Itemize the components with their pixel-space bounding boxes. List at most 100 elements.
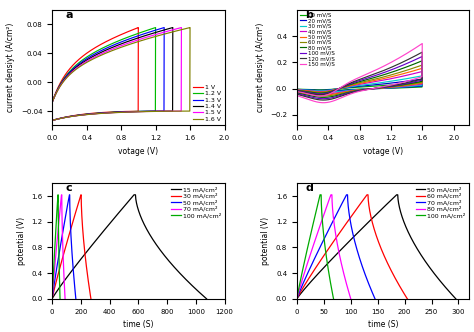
- 80 mA/cm²: [294, 297, 300, 301]
- Line: 100 mA/cm²: 100 mA/cm²: [297, 195, 334, 299]
- 1.4 V: [170, 26, 176, 30]
- 1.4 V: [154, 30, 160, 34]
- 100 mV/S: [349, 90, 355, 94]
- 40 mV/S: [349, 89, 355, 93]
- 50 mV/S: [321, 93, 327, 97]
- 10 mV/S: [294, 87, 300, 91]
- X-axis label: votage (V): votage (V): [118, 147, 158, 156]
- 70 mA/cm²: [310, 261, 315, 265]
- Line: 70 mA/cm²: 70 mA/cm²: [297, 195, 375, 299]
- Line: 15 mA/cm²: 15 mA/cm²: [52, 195, 207, 299]
- 100 mA/cm²: [55, 205, 60, 208]
- 1.6 V: [96, 54, 101, 58]
- 1.5 V: [137, 38, 142, 42]
- 60 mA/cm²: [356, 205, 361, 208]
- 1.3 V: [79, 60, 85, 64]
- 30 mV/S: [345, 89, 350, 93]
- 50 mA/cm²: [55, 261, 60, 265]
- 50 mA/cm²: [49, 297, 55, 301]
- 60 mV/S: [395, 71, 401, 75]
- 50 mA/cm²: [69, 242, 74, 246]
- 1.6 V: [180, 109, 186, 113]
- 100 mA/cm²: [305, 243, 311, 247]
- 40 mV/S: [405, 73, 410, 77]
- 1.4 V: [164, 109, 169, 113]
- 150 mV/S: [349, 92, 355, 96]
- 1 V: [78, 55, 84, 59]
- 70 mA/cm²: [344, 193, 349, 197]
- 70 mA/cm²: [57, 205, 63, 208]
- 40 mV/S: [419, 69, 425, 73]
- 15 mA/cm²: [49, 297, 55, 301]
- 80 mA/cm²: [328, 193, 334, 197]
- 10 mV/S: [405, 82, 410, 86]
- 60 mA/cm²: [364, 193, 370, 197]
- 120 mV/S: [395, 62, 401, 66]
- 70 mA/cm²: [52, 261, 58, 265]
- 80 mV/S: [294, 89, 300, 93]
- 1 V: [49, 100, 55, 104]
- 1.4 V: [159, 109, 164, 113]
- 100 mA/cm²: [53, 236, 58, 240]
- 150 mV/S: [345, 93, 350, 97]
- Line: 30 mA/cm²: 30 mA/cm²: [52, 195, 91, 299]
- 80 mV/S: [405, 65, 410, 69]
- 120 mV/S: [294, 89, 300, 93]
- 100 mV/S: [419, 54, 425, 58]
- 50 mV/S: [349, 89, 355, 93]
- 10 mV/S: [319, 88, 325, 92]
- 150 mV/S: [373, 86, 378, 90]
- 120 mV/S: [319, 93, 325, 97]
- 1.2 V: [49, 100, 55, 104]
- Line: 20 mV/S: 20 mV/S: [297, 79, 422, 92]
- 40 mV/S: [395, 75, 401, 79]
- 60 mV/S: [294, 88, 300, 92]
- 150 mV/S: [319, 94, 325, 98]
- 70 mA/cm²: [337, 205, 343, 208]
- 60 mV/S: [373, 86, 378, 90]
- 100 mV/S: [319, 92, 325, 96]
- 60 mA/cm²: [404, 297, 410, 301]
- 120 mV/S: [349, 91, 355, 95]
- 1 V: [136, 26, 141, 30]
- 120 mV/S: [405, 58, 410, 62]
- 30 mA/cm²: [58, 261, 64, 265]
- 150 mV/S: [294, 90, 300, 94]
- 1.2 V: [84, 55, 90, 59]
- 120 mV/S: [321, 98, 327, 102]
- 80 mV/S: [321, 95, 327, 99]
- 1.4 V: [90, 54, 96, 58]
- 30 mA/cm²: [81, 242, 87, 246]
- 30 mV/S: [321, 91, 327, 95]
- 15 mA/cm²: [204, 297, 210, 301]
- Line: 1.4 V: 1.4 V: [52, 28, 173, 121]
- Legend: 50 mA/cm², 60 mA/cm², 70 mA/cm², 80 mA/cm², 100 mA/cm²: 50 mA/cm², 60 mA/cm², 70 mA/cm², 80 mA/c…: [413, 185, 468, 221]
- 60 mA/cm²: [376, 242, 382, 246]
- 70 mA/cm²: [350, 234, 356, 238]
- 15 mA/cm²: [89, 243, 95, 247]
- 1.5 V: [49, 100, 55, 104]
- 1.3 V: [49, 100, 55, 104]
- 1.3 V: [146, 30, 152, 34]
- Text: b: b: [306, 10, 313, 20]
- 30 mV/S: [294, 88, 300, 92]
- 120 mV/S: [294, 89, 300, 93]
- 20 mV/S: [373, 87, 378, 91]
- 150 mV/S: [321, 101, 327, 105]
- 50 mA/cm²: [294, 297, 300, 301]
- 15 mA/cm²: [147, 234, 153, 238]
- 50 mA/cm²: [325, 261, 331, 265]
- 1.2 V: [147, 109, 153, 113]
- 50 mA/cm²: [453, 297, 459, 301]
- 50 mA/cm²: [382, 205, 387, 208]
- 1.5 V: [49, 100, 55, 104]
- 1.4 V: [49, 119, 55, 123]
- Line: 1.2 V: 1.2 V: [52, 28, 155, 121]
- 100 mA/cm²: [51, 261, 57, 265]
- 20 mV/S: [419, 77, 425, 81]
- 15 mA/cm²: [95, 236, 100, 240]
- 1.6 V: [142, 38, 148, 42]
- 50 mA/cm²: [73, 297, 79, 301]
- 1.5 V: [179, 26, 184, 30]
- 1.2 V: [49, 119, 55, 123]
